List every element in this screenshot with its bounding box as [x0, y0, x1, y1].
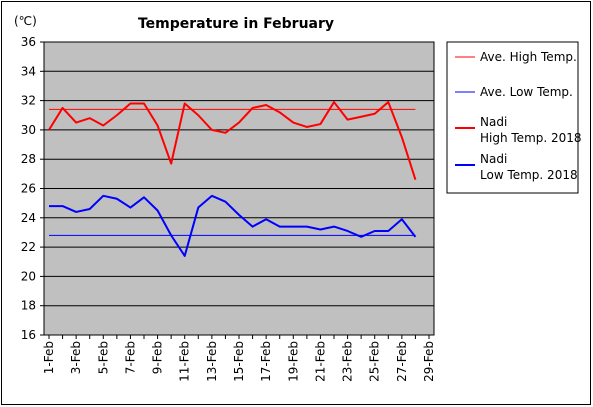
x-tick-label: 19-Feb — [286, 341, 300, 382]
legend-box — [446, 41, 579, 194]
y-tick-label: 24 — [21, 211, 36, 225]
x-tick-label: 9-Feb — [151, 341, 165, 374]
y-tick-label: 36 — [21, 35, 36, 49]
y-tick-label: 26 — [21, 182, 36, 196]
y-tick-label: 34 — [21, 64, 36, 78]
legend-label: Nadi — [480, 115, 507, 129]
legend-label: Ave. Low Temp. — [480, 85, 573, 99]
legend-label: Ave. High Temp. — [480, 50, 577, 64]
y-tick-label: 32 — [21, 94, 36, 108]
x-tick-label: 23-Feb — [341, 341, 355, 382]
y-tick-label: 18 — [21, 299, 36, 313]
legend-label: High Temp. 2018 — [480, 131, 582, 145]
chart-title: Temperature in February — [138, 16, 334, 32]
x-tick-label: 21-Feb — [313, 341, 327, 382]
y-tick-label: 22 — [21, 240, 36, 254]
legend-label: Nadi — [480, 152, 507, 166]
x-tick-label: 17-Feb — [259, 341, 273, 382]
x-tick-label: 11-Feb — [178, 341, 192, 382]
x-tick-label: 1-Feb — [42, 341, 56, 374]
y-tick-label: 20 — [21, 269, 36, 283]
x-tick-label: 15-Feb — [232, 341, 246, 382]
x-tick-label: 5-Feb — [96, 341, 110, 374]
y-tick-label: 28 — [21, 152, 36, 166]
legend-label: Low Temp. 2018 — [480, 168, 578, 182]
x-tick-label: 7-Feb — [123, 341, 137, 374]
y-tick-label: 16 — [21, 328, 36, 342]
plot-area: 16 18 20 22 24 26 28 30 32 34 36 1-Feb 3-Feb 5-Feb 7-F… — [21, 35, 436, 382]
x-tick-label: 27-Feb — [395, 341, 409, 382]
series-line — [49, 194, 417, 257]
y-tick-label: 30 — [21, 123, 36, 137]
x-tick-label: 13-Feb — [205, 341, 219, 382]
legend: Ave. High Temp. Ave. Low Temp. Nadi High Te… — [446, 41, 582, 194]
x-tick-label: 3-Feb — [69, 341, 83, 374]
x-tick-label: 25-Feb — [368, 341, 382, 382]
x-tick-label: 29-Feb — [422, 341, 436, 382]
y-unit-label: (℃) — [14, 14, 37, 28]
series-line — [48, 101, 417, 181]
